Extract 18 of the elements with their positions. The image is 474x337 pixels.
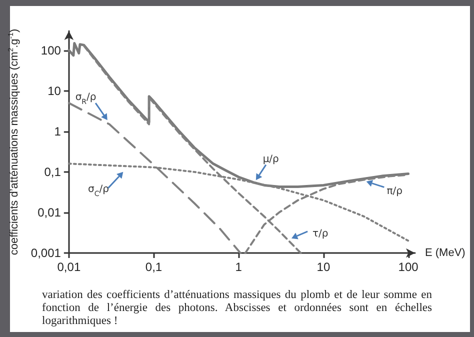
x-axis-title: E (MeV) — [425, 247, 466, 259]
text: variation des coefficients d’atténuations massiques du plomb et de leur somme en fonction de l’énergie des photons. Abscisses et ordonnées sont en échelles logarithmiques ! — [42, 289, 432, 328]
x-tick-label: 10 — [316, 260, 330, 274]
series-label: σ$_{C}$/ρ — [88, 184, 109, 198]
series-label: σ$_{R}$/ρ — [75, 92, 96, 106]
y-tick-label: 0,01 — [38, 205, 62, 220]
y-tick-label: 100 — [40, 43, 62, 58]
y-tick-label: 0,001 — [30, 246, 62, 260]
y-tick-label: 10 — [48, 84, 62, 98]
y-tick-label: 1 — [54, 124, 62, 138]
series-label: π/ρ — [386, 186, 402, 197]
x-tick-label: 0,01 — [57, 260, 81, 274]
x-tick-label: 1 — [235, 260, 242, 274]
x-tick-label: 0,1 — [145, 260, 162, 274]
y-tick-label: 0,1 — [44, 164, 62, 179]
series-label: τ/ρ — [312, 228, 328, 240]
x-tick-label: 100 — [398, 260, 419, 274]
series-label: μ/ρ — [262, 154, 279, 166]
